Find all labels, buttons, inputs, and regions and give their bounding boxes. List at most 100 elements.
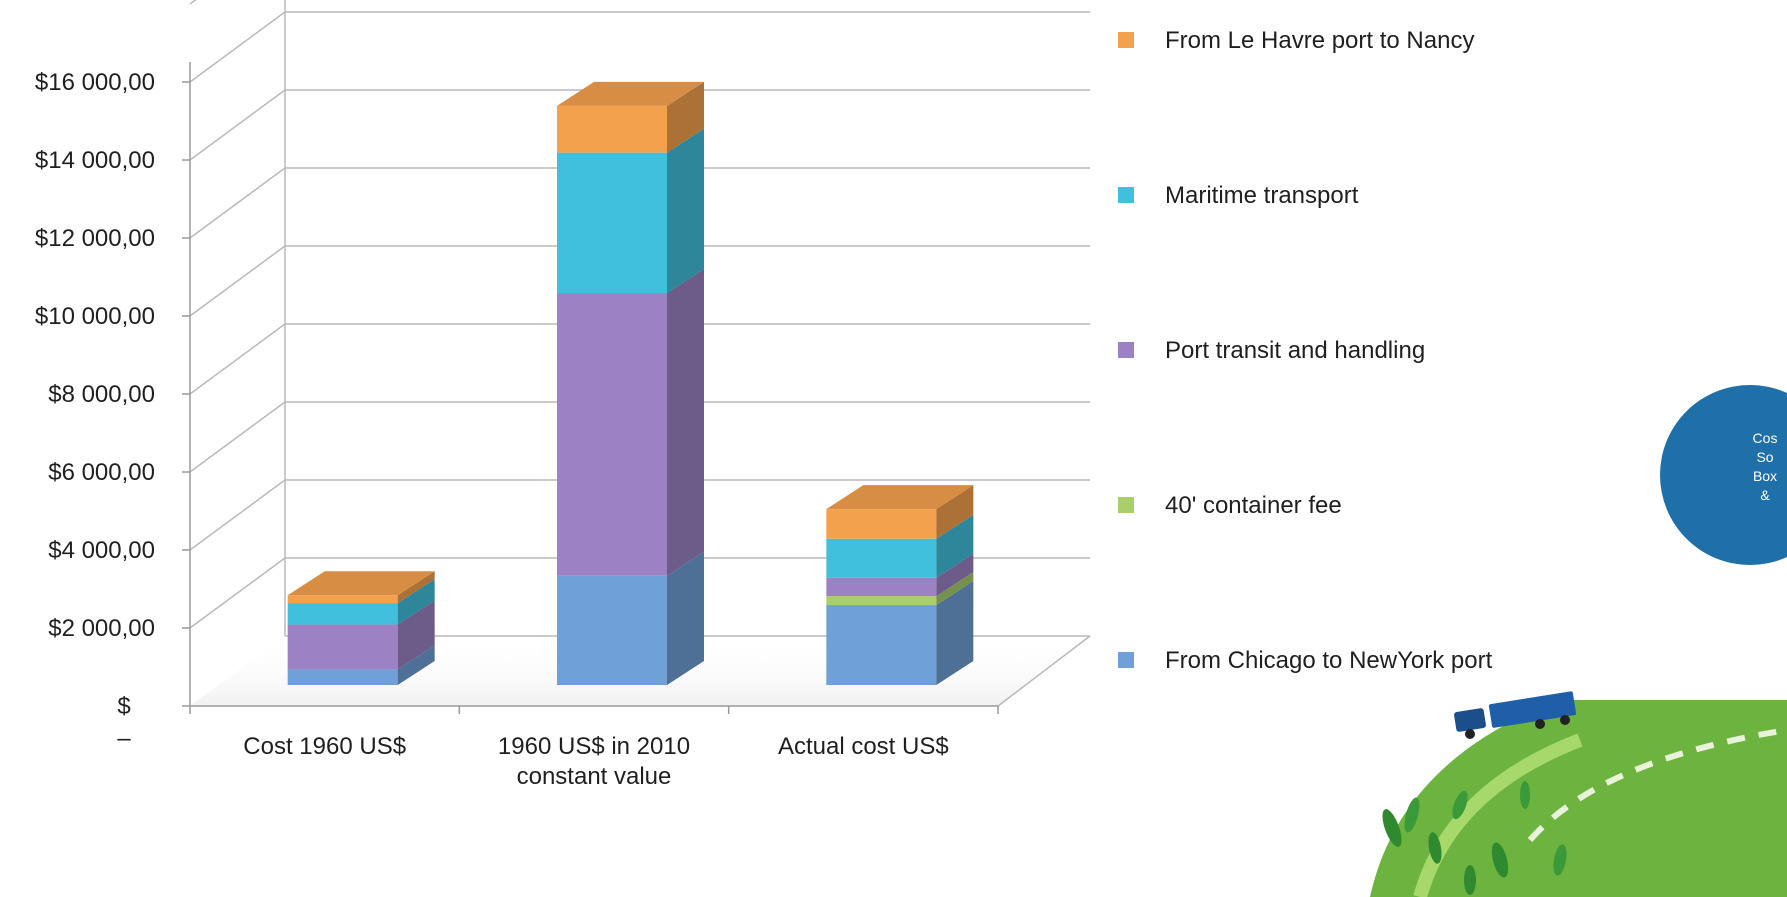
tree-8 — [1553, 844, 1567, 876]
bar-top-cap — [826, 485, 974, 510]
bar-segment-side — [397, 571, 435, 604]
gridline-side — [189, 167, 286, 239]
bar-segment — [557, 81, 704, 153]
bar-segment — [557, 551, 704, 685]
y-tick-label: $16 000,00 — [35, 69, 155, 96]
legend-swatch — [1118, 497, 1134, 513]
bar-segment — [557, 128, 704, 294]
bar-segment-front — [557, 293, 667, 576]
tree-7 — [1464, 865, 1476, 895]
chart-bars — [287, 81, 974, 685]
x-tick-label: Cost 1960 US$ — [243, 733, 406, 760]
gridline-side — [189, 479, 286, 551]
bar-segment-front — [287, 595, 398, 604]
y-tick-label: $ — [117, 693, 130, 720]
legend-swatch — [1118, 32, 1134, 48]
bar-segment — [826, 485, 974, 539]
road-stripe — [1527, 727, 1787, 842]
legend-swatch — [1118, 342, 1134, 358]
x-axis: Cost 1960 US$ 1960 US$ in 2010 constant va… — [189, 705, 999, 790]
bar-segment — [287, 600, 435, 670]
chart-legend: From Le Havre port to Nancy Maritime tran… — [1118, 27, 1493, 674]
y-tick-label: $2 000,00 — [48, 615, 155, 642]
bar-segment-front — [287, 624, 398, 670]
truck-hill-illustration — [1370, 691, 1787, 897]
gridline-side — [189, 245, 286, 317]
x-tick-label: constant value — [517, 763, 672, 790]
bar-segment-front — [826, 596, 937, 606]
legend-item: 40' container fee — [1118, 492, 1342, 519]
bar-segment — [826, 572, 974, 606]
y-tick-label: $10 000,00 — [35, 303, 155, 330]
legend-item: Port transit and handling — [1118, 337, 1425, 364]
bar-stack — [287, 571, 435, 685]
legend-item: Maritime transport — [1118, 182, 1359, 209]
badge-line-1: Cos — [1753, 430, 1778, 446]
tree-5 — [1491, 842, 1509, 878]
bar-segment-front — [826, 509, 937, 539]
legend-label: 40' container fee — [1165, 492, 1342, 519]
tree-4 — [1452, 790, 1468, 820]
truck-cab — [1454, 708, 1486, 732]
y-tick-label: $14 000,00 — [35, 147, 155, 174]
bar-segment-front — [826, 538, 937, 578]
bar-segment-front — [826, 577, 937, 597]
gridline-side — [189, 0, 197, 5]
bar-segment-side — [936, 485, 974, 539]
bar-segment-front — [557, 575, 667, 685]
bar-segment-side — [667, 551, 704, 685]
legend-swatch — [1118, 187, 1134, 203]
legend-item: From Chicago to NewYork port — [1118, 647, 1493, 674]
floor-right-edge — [997, 635, 1091, 707]
bar-stack — [557, 81, 704, 685]
tree-6 — [1520, 781, 1530, 809]
truck-wheel-3 — [1560, 715, 1570, 725]
badge-circle: Cos So Box & — [1660, 385, 1787, 565]
bar-stack — [826, 485, 974, 685]
y-tick-label: $8 000,00 — [48, 381, 155, 408]
bar-segment-side — [667, 269, 704, 576]
legend-label: Port transit and handling — [1165, 337, 1425, 364]
y-tick-label: $12 000,00 — [35, 225, 155, 252]
hill-highlight — [1413, 733, 1583, 897]
bar-segment-side — [397, 579, 435, 625]
legend-swatch — [1118, 652, 1134, 668]
bar-segment-side — [397, 645, 435, 685]
truck-wheel-1 — [1465, 729, 1475, 739]
bar-segment — [557, 269, 704, 576]
x-tick-label: Actual cost US$ — [778, 733, 949, 760]
bar-top-cap — [287, 571, 435, 596]
bar-segment-front — [287, 669, 398, 685]
gridline-side — [189, 557, 286, 629]
badge-circle-shape — [1660, 385, 1787, 565]
truck-wheel-2 — [1535, 719, 1545, 729]
y-axis: $ – $2 000,00 $4 000,00 $6 000,00 $8 000,00 $1… — [35, 62, 191, 752]
x-tick-label: 1960 US$ in 2010 — [498, 733, 690, 760]
bar-segment — [287, 645, 435, 685]
badge-line-3: Box — [1753, 468, 1777, 484]
gridline-side — [189, 89, 286, 161]
truck-trailer — [1488, 691, 1577, 728]
y-tick-label: $6 000,00 — [48, 459, 155, 486]
bar-segment-front — [826, 605, 937, 685]
badge-line-4: & — [1760, 487, 1770, 503]
bar-segment — [826, 581, 974, 685]
badge-line-2: So — [1756, 449, 1773, 465]
bar-segment-side — [936, 572, 974, 606]
bar-segment — [287, 579, 435, 625]
bar-segment-side — [936, 553, 974, 597]
bar-segment-side — [667, 81, 704, 153]
bar-segment-front — [557, 152, 667, 294]
bar-segment-side — [936, 581, 974, 685]
gridline-side — [189, 401, 286, 473]
gridline-side — [189, 11, 286, 83]
bar-segment — [826, 514, 974, 578]
bar-segment-front — [557, 105, 667, 153]
gridline-side — [189, 323, 286, 395]
bar-segment — [826, 553, 974, 597]
legend-item: From Le Havre port to Nancy — [1118, 27, 1474, 54]
y-tick-label: $4 000,00 — [48, 537, 155, 564]
legend-label: From Le Havre port to Nancy — [1165, 27, 1474, 54]
tree-3 — [1428, 832, 1442, 864]
